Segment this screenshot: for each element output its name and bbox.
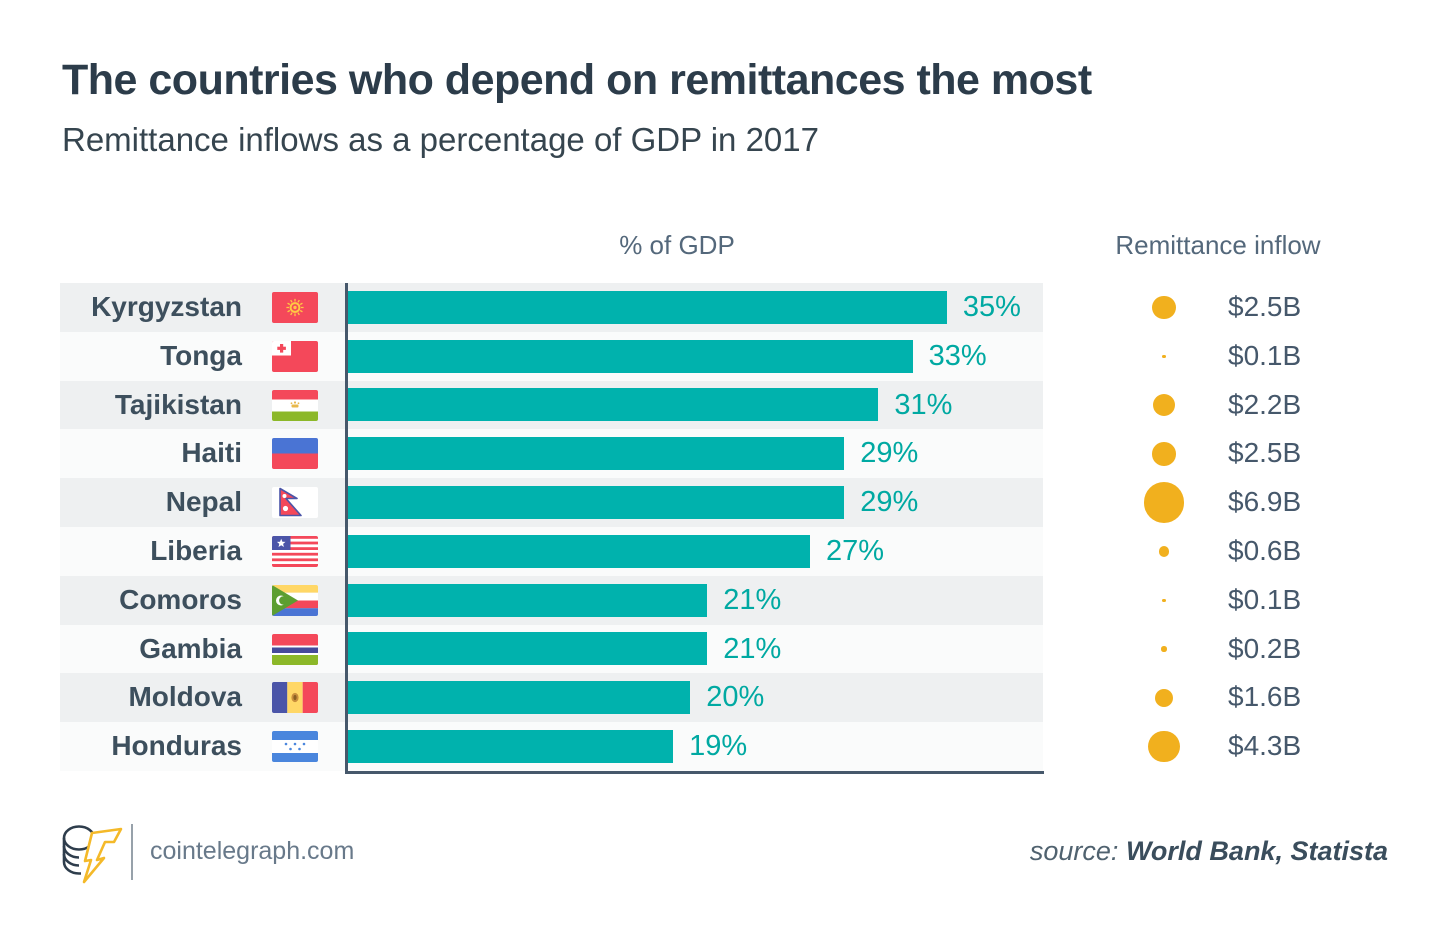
gdp-bar xyxy=(348,486,845,520)
gdp-percent-label: 27% xyxy=(825,534,885,567)
page-subtitle: Remittance inflows as a percentage of GD… xyxy=(62,121,819,158)
inflow-column-header: Remittance inflow xyxy=(1115,230,1321,260)
table-row: Haiti 29% $2.5B xyxy=(60,429,1400,479)
gdp-percent-label: 19% xyxy=(689,730,748,763)
gdp-percent-label: 33% xyxy=(928,339,987,372)
gdp-percent-label: 21% xyxy=(723,632,782,665)
country-label: Kyrgyzstan xyxy=(91,291,242,322)
gdp-column-header: % of GDP xyxy=(619,230,735,260)
haiti-flag xyxy=(272,438,318,470)
remittance-value: $2.5B xyxy=(1228,291,1302,322)
country-label: Tajikistan xyxy=(114,388,242,420)
remittance-bubble xyxy=(1162,354,1166,358)
source-value: World Bank, Statista xyxy=(1125,836,1388,866)
remittance-bubble xyxy=(1148,730,1180,763)
gdp-bar xyxy=(348,437,845,471)
gdp-percent-label: 29% xyxy=(860,486,919,519)
remittance-bubble xyxy=(1154,688,1174,707)
remittance-value: $2.2B xyxy=(1228,388,1302,420)
x-axis-line xyxy=(345,771,1044,774)
y-axis-line xyxy=(345,283,348,774)
remittance-bubble xyxy=(1162,598,1166,602)
gdp-percent-label: 31% xyxy=(894,388,953,421)
gdp-bar xyxy=(348,388,879,422)
gdp-bar xyxy=(348,534,810,568)
bar-chart: Kyrgyzstan 35% $2.5B Tonga 33% $0.1B Taj… xyxy=(60,283,1400,774)
table-row: Moldova 20% $1.6B xyxy=(60,673,1400,723)
site-label: cointelegraph.com xyxy=(150,837,355,865)
tonga-flag xyxy=(272,340,318,372)
footer-divider xyxy=(131,824,133,880)
table-row: Tajikistan 31% $2.2B xyxy=(60,380,1400,430)
remittance-value: $6.9B xyxy=(1228,486,1302,518)
table-row: Gambia 21% $0.2B xyxy=(60,624,1400,674)
honduras-flag xyxy=(272,731,318,763)
gdp-bar xyxy=(348,632,708,666)
source-line: source: World Bank, Statista xyxy=(1030,836,1388,867)
remittance-bubble xyxy=(1152,441,1176,466)
country-label: Moldova xyxy=(128,681,242,713)
liberia-flag xyxy=(272,535,318,567)
country-label: Tonga xyxy=(160,339,242,371)
gdp-bar xyxy=(348,290,947,324)
table-row: Tonga 33% $0.1B xyxy=(60,331,1400,381)
gdp-percent-label: 35% xyxy=(962,291,1021,323)
tajikistan-flag xyxy=(272,389,318,421)
gdp-percent-label: 29% xyxy=(860,437,919,470)
remittance-value: $0.2B xyxy=(1228,632,1302,664)
country-label: Nepal xyxy=(165,486,242,518)
footer: cointelegraph.com source: World Bank, St… xyxy=(0,818,1450,888)
remittance-bubble xyxy=(1161,646,1167,652)
remittance-bubble xyxy=(1152,393,1175,416)
chart-rows: Kyrgyzstan 35% $2.5B Tonga 33% $0.1B Taj… xyxy=(60,283,1400,771)
gdp-bar xyxy=(348,681,691,715)
remittance-value: $4.3B xyxy=(1228,730,1302,762)
country-label: Haiti xyxy=(181,437,242,469)
gdp-bar xyxy=(348,583,708,617)
gdp-bar xyxy=(348,339,913,373)
moldova-flag xyxy=(272,682,318,714)
remittance-bubble xyxy=(1152,295,1176,320)
table-row: Kyrgyzstan 35% $2.5B xyxy=(60,283,1400,332)
table-row: Liberia 27% $0.6B xyxy=(60,526,1400,576)
nepal-flag xyxy=(272,487,318,519)
country-label: Gambia xyxy=(139,632,242,664)
remittance-bubble xyxy=(1143,482,1185,523)
table-row: Comoros 21% $0.1B xyxy=(60,575,1400,625)
country-label: Honduras xyxy=(111,730,242,762)
source-label: source: xyxy=(1029,836,1119,866)
table-row: Honduras 19% $4.3B xyxy=(60,722,1400,771)
page-title: The countries who depend on remittances … xyxy=(62,56,1092,104)
gdp-percent-label: 21% xyxy=(723,583,782,616)
table-row: Nepal 29% $6.9B xyxy=(60,478,1400,527)
cointelegraph-logo-icon xyxy=(58,820,124,886)
remittance-value: $1.6B xyxy=(1228,681,1302,713)
remittance-value: $2.5B xyxy=(1228,437,1302,469)
kyrgyzstan-flag xyxy=(272,292,318,323)
remittance-bubble xyxy=(1158,546,1170,557)
country-label: Liberia xyxy=(150,534,242,566)
gambia-flag xyxy=(272,633,318,665)
gdp-percent-label: 20% xyxy=(706,681,765,714)
comoros-flag xyxy=(272,584,318,616)
gdp-bar xyxy=(348,730,674,764)
remittance-value: $0.6B xyxy=(1228,534,1302,566)
country-label: Comoros xyxy=(119,583,242,615)
remittance-value: $0.1B xyxy=(1228,339,1302,371)
remittance-value: $0.1B xyxy=(1228,583,1302,615)
